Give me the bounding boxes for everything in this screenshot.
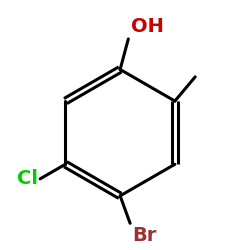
Text: Br: Br <box>132 226 157 245</box>
Text: Cl: Cl <box>17 169 38 188</box>
Text: OH: OH <box>131 18 164 36</box>
